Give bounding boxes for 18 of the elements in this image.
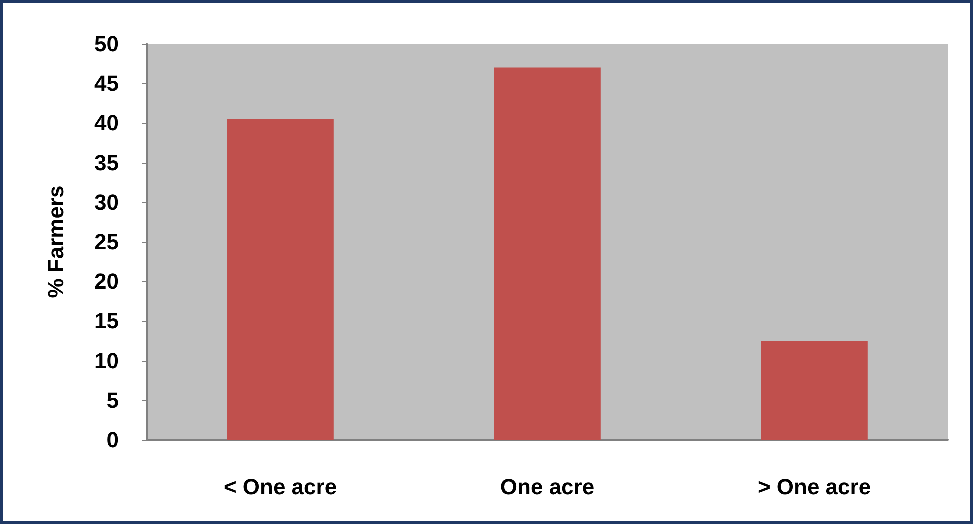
y-tick-label: 40 bbox=[94, 110, 119, 136]
y-tick-label: 50 bbox=[94, 32, 119, 56]
y-tick-label: 35 bbox=[94, 150, 119, 176]
bar bbox=[494, 68, 601, 440]
y-tick-label: 10 bbox=[94, 348, 119, 374]
y-axis-title: % Farmers bbox=[44, 186, 68, 298]
x-tick-label: > One acre bbox=[758, 474, 872, 500]
y-tick-label: 15 bbox=[94, 308, 119, 334]
bar bbox=[761, 341, 868, 440]
y-tick-label: 25 bbox=[94, 230, 119, 254]
x-tick-label: One acre bbox=[500, 474, 595, 500]
bar bbox=[227, 119, 334, 440]
y-tick-label: 20 bbox=[94, 269, 119, 294]
y-tick-label: 0 bbox=[106, 428, 119, 452]
y-tick-label: 30 bbox=[94, 190, 119, 215]
y-tick-label: 45 bbox=[94, 71, 119, 96]
x-tick-label: < One acre bbox=[224, 474, 338, 500]
y-tick-label: 5 bbox=[106, 388, 119, 413]
